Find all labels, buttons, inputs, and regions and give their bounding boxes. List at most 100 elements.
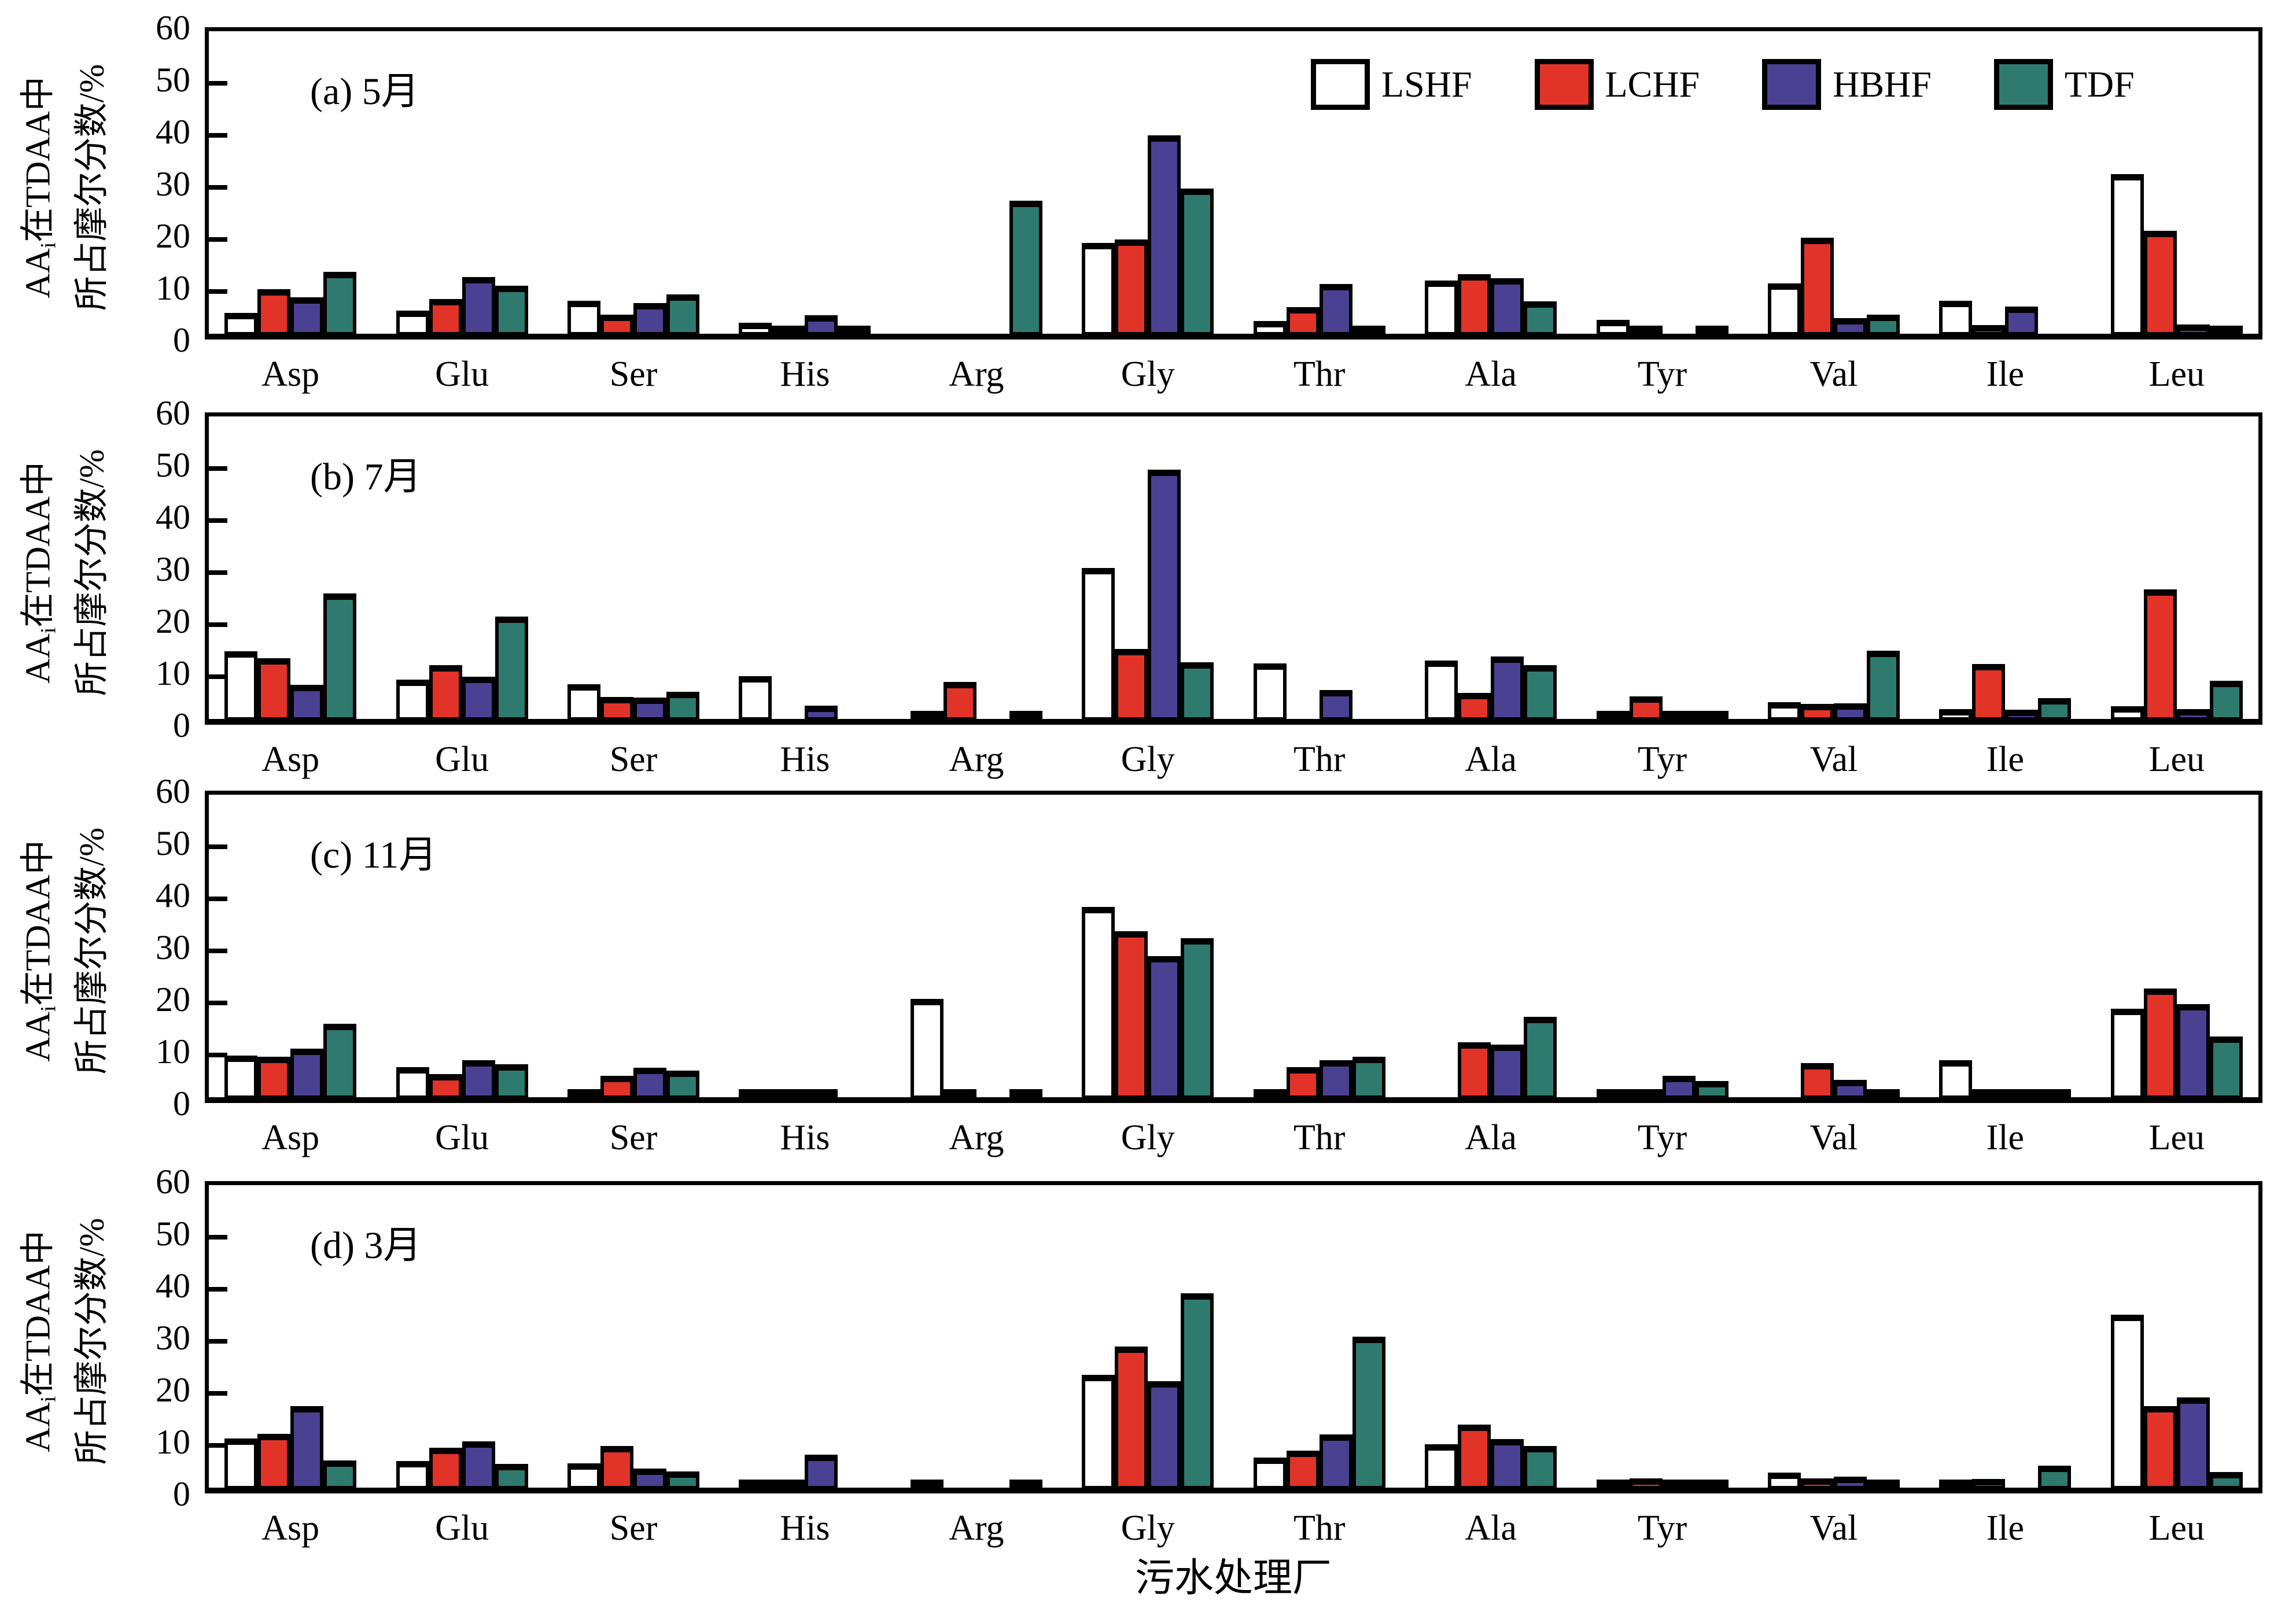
y-axis-tick bbox=[209, 1235, 227, 1240]
bar-LSHF-Ile bbox=[1939, 709, 1973, 721]
bar-LSHF-Glu bbox=[396, 1067, 429, 1099]
y-axis-tick bbox=[209, 570, 227, 575]
x-axis-category-label: Tyr bbox=[1637, 355, 1687, 394]
chart-panel-d: (d) 3月 0 10 20 30 40 50 60 AAi在TDAA中 所占摩尔分数/% Asp G… bbox=[19, 1163, 2262, 1548]
x-axis-category-label: Ser bbox=[609, 740, 658, 779]
bar-TDF-Ser bbox=[666, 1471, 700, 1489]
y-axis-tick bbox=[209, 518, 227, 523]
bar-HBHF-Thr bbox=[1319, 1060, 1352, 1099]
x-axis-category-label: Ile bbox=[1986, 355, 2025, 394]
bar-HBHF-Glu bbox=[462, 1441, 495, 1489]
x-axis-category-label: Glu bbox=[435, 740, 489, 779]
y-axis-tick-label: 30 bbox=[156, 550, 190, 588]
bar-TDF-Asp bbox=[323, 1460, 357, 1489]
bar-LSHF-Glu bbox=[396, 679, 429, 721]
bar-HBHF-Thr bbox=[1319, 1434, 1352, 1489]
x-axis-category-label: Ile bbox=[1986, 1508, 2025, 1548]
bar-LCHF-Arg bbox=[943, 1089, 976, 1099]
bar-LCHF-Tyr bbox=[1629, 326, 1663, 335]
bar-LCHF-Gly bbox=[1115, 239, 1148, 335]
bar-LSHF-Arg bbox=[910, 999, 944, 1099]
bar-LCHF-Gly bbox=[1115, 931, 1148, 1099]
y-axis-tick-label: 60 bbox=[156, 394, 190, 432]
bar-LSHF-Gly bbox=[1082, 906, 1115, 1099]
bar-TDF-Gly bbox=[1181, 662, 1214, 721]
bar-LSHF-Ala bbox=[1425, 1444, 1458, 1489]
bar-TDF-Thr bbox=[1352, 1337, 1385, 1489]
bar-LCHF-Thr bbox=[1286, 1450, 1320, 1489]
x-axis-category-label: His bbox=[780, 355, 830, 394]
bar-HBHF-Leu bbox=[2176, 324, 2210, 335]
bar-LSHF-Ile bbox=[1939, 1060, 1973, 1099]
bar-LSHF-Leu bbox=[2110, 1314, 2144, 1489]
bar-LCHF-Glu bbox=[429, 1448, 462, 1489]
bar-LCHF-Ser bbox=[600, 1076, 634, 1099]
bar-HBHF-Leu bbox=[2176, 1004, 2210, 1099]
y-axis-tick bbox=[209, 844, 227, 849]
y-axis-tick-label: 30 bbox=[156, 165, 190, 203]
bar-LCHF-Gly bbox=[1115, 648, 1148, 721]
bar-LCHF-Val bbox=[1800, 1478, 1834, 1489]
x-axis-category-label: Arg bbox=[949, 740, 1004, 779]
bar-HBHF-His bbox=[805, 315, 838, 335]
bar-LCHF-Val bbox=[1800, 704, 1834, 721]
bar-LSHF-Asp bbox=[224, 1438, 258, 1489]
bar-TDF-Glu bbox=[495, 285, 528, 335]
bar-HBHF-Ser bbox=[633, 1469, 667, 1489]
bar-LSHF-Ile bbox=[1939, 1480, 1973, 1489]
bar-LCHF-Ile bbox=[1972, 663, 2006, 721]
x-axis-category-label: Gly bbox=[1121, 740, 1175, 779]
legend-item-TDF: TDF bbox=[1993, 59, 2135, 110]
bar-LCHF-Ala bbox=[1458, 1425, 1491, 1489]
bar-LCHF-Val bbox=[1800, 237, 1834, 335]
x-axis-category-label: Tyr bbox=[1637, 1508, 1687, 1548]
bar-TDF-Gly bbox=[1181, 189, 1214, 335]
x-axis-category-label: Arg bbox=[949, 1508, 1004, 1548]
bar-TDF-Arg bbox=[1009, 711, 1042, 721]
bar-LCHF-Asp bbox=[257, 658, 291, 721]
bar-TDF-Glu bbox=[495, 617, 528, 721]
panel-title: (d) 3月 bbox=[310, 1224, 422, 1267]
x-axis-category-label: His bbox=[780, 1508, 830, 1548]
y-axis-tick-label: 0 bbox=[173, 321, 190, 359]
x-axis-category-label: Val bbox=[1809, 355, 1858, 394]
bar-HBHF-Ile bbox=[2005, 306, 2039, 335]
bar-LCHF-Ala bbox=[1458, 693, 1491, 721]
y-axis-tick-label: 0 bbox=[173, 1475, 190, 1513]
bar-TDF-Glu bbox=[495, 1463, 528, 1489]
legend-swatch-LCHF bbox=[1534, 59, 1594, 110]
bar-TDF-Leu bbox=[2209, 1472, 2243, 1489]
bar-HBHF-Val bbox=[1833, 1079, 1867, 1099]
bar-LSHF-Asp bbox=[224, 651, 258, 721]
y-axis-label: AAi在TDAA中 所占摩尔分数/% bbox=[19, 827, 111, 1075]
y-axis-tick-label: 40 bbox=[156, 1267, 190, 1305]
x-axis-category-label: Ala bbox=[1465, 1508, 1517, 1548]
bar-LSHF-Gly bbox=[1082, 568, 1115, 721]
bar-TDF-Ser bbox=[666, 294, 700, 335]
x-axis-category-label: Thr bbox=[1293, 355, 1346, 394]
bar-TDF-Asp bbox=[323, 1023, 357, 1099]
bar-LSHF-Arg bbox=[910, 711, 944, 721]
bar-LCHF-Thr bbox=[1286, 1067, 1320, 1099]
y-axis-label: AAi在TDAA中 所占摩尔分数/% bbox=[19, 1218, 111, 1465]
y-axis-tick bbox=[209, 949, 227, 953]
bar-HBHF-Gly bbox=[1148, 1381, 1181, 1489]
bar-TDF-Asp bbox=[323, 593, 357, 721]
y-axis-tick-label: 10 bbox=[156, 654, 190, 692]
x-axis-category-label: Gly bbox=[1121, 1118, 1175, 1157]
bar-HBHF-Ala bbox=[1491, 278, 1524, 335]
y-axis-tick-label: 10 bbox=[156, 1032, 190, 1071]
bar-LCHF-Ile bbox=[1972, 1479, 2006, 1489]
y-axis-tick-label: 50 bbox=[156, 446, 190, 484]
y-axis-tick bbox=[209, 1053, 227, 1057]
y-axis-tick-label: 30 bbox=[156, 1319, 190, 1357]
bar-LCHF-Ser bbox=[600, 1446, 634, 1489]
bar-LCHF-Leu bbox=[2143, 589, 2177, 721]
bar-TDF-Tyr bbox=[1695, 326, 1729, 335]
bar-LSHF-Val bbox=[1767, 702, 1801, 721]
bar-HBHF-Leu bbox=[2176, 1397, 2210, 1489]
bar-LSHF-His bbox=[739, 676, 772, 721]
x-axis-category-label: Ser bbox=[609, 1118, 658, 1157]
bar-TDF-Ala bbox=[1524, 1016, 1557, 1099]
x-axis-category-label: Ala bbox=[1465, 1118, 1517, 1157]
